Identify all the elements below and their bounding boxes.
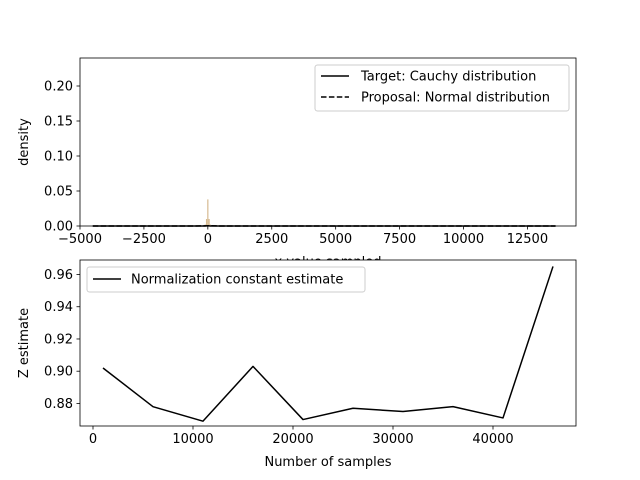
y-tick-label: 0.94 bbox=[44, 300, 73, 315]
x-tick-label: 2500 bbox=[255, 232, 288, 247]
axes-frame bbox=[79, 259, 577, 427]
legend-label: Proposal: Normal distribution bbox=[361, 91, 550, 106]
y-axis-label: Z estimate bbox=[17, 308, 32, 378]
y-tick-label: 0.92 bbox=[44, 332, 73, 347]
y-tick-label: 0.15 bbox=[44, 115, 73, 130]
x-tick-label: 5000 bbox=[319, 232, 352, 247]
legend-box bbox=[314, 64, 570, 112]
y-tick-label: 0.90 bbox=[44, 365, 73, 380]
top-density-panel: −5000 −2500 0 2500 5000 7500 10000 12500 0.00 0.0… bbox=[17, 57, 577, 247]
x-axis-label: Number of samples bbox=[264, 455, 391, 470]
x-tick-label: 10000 bbox=[172, 432, 213, 447]
x-tick-label: 12500 bbox=[507, 232, 548, 247]
y-tick-label: 0.96 bbox=[44, 268, 73, 283]
legend-label: Normalization constant estimate bbox=[131, 273, 343, 288]
x-tick-label: 30000 bbox=[372, 432, 413, 447]
legend-label: Target: Cauchy distribution bbox=[360, 70, 536, 85]
legend-box bbox=[86, 266, 366, 293]
x-tick-label: −2500 bbox=[122, 232, 166, 247]
y-tick-label: 0.88 bbox=[44, 397, 73, 412]
histogram-bar bbox=[207, 199, 209, 226]
x-tick-label: 20000 bbox=[272, 432, 313, 447]
histogram-bar bbox=[208, 219, 210, 226]
x-tick-label: 7500 bbox=[383, 232, 416, 247]
legend: Target: Cauchy distribution Proposal: Nor… bbox=[314, 64, 570, 112]
x-tick-label: −5000 bbox=[58, 232, 102, 247]
series-line bbox=[102, 266, 554, 422]
y-axis-label: density bbox=[17, 118, 32, 166]
x-tick-label: 10000 bbox=[443, 232, 484, 247]
y-tick-label: 0.20 bbox=[44, 80, 73, 95]
y-tick-label: 0.10 bbox=[44, 150, 73, 165]
x-tick-label: 0 bbox=[89, 432, 97, 447]
y-tick-label: 0.00 bbox=[44, 220, 73, 235]
histogram-bar bbox=[205, 219, 208, 226]
y-tick-label: 0.05 bbox=[44, 185, 73, 200]
axes-frame bbox=[79, 57, 577, 227]
legend: Normalization constant estimate bbox=[86, 266, 366, 293]
bottom-z-estimate-panel: 0 10000 20000 30000 40000 0.88 0.90 0.92 0.94 0.9… bbox=[17, 259, 577, 470]
x-tick-label: 40000 bbox=[472, 432, 513, 447]
x-tick-label: 0 bbox=[204, 232, 212, 247]
